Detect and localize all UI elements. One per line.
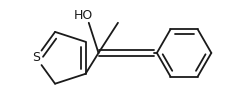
- Text: HO: HO: [73, 8, 93, 22]
- Text: S: S: [32, 51, 40, 64]
